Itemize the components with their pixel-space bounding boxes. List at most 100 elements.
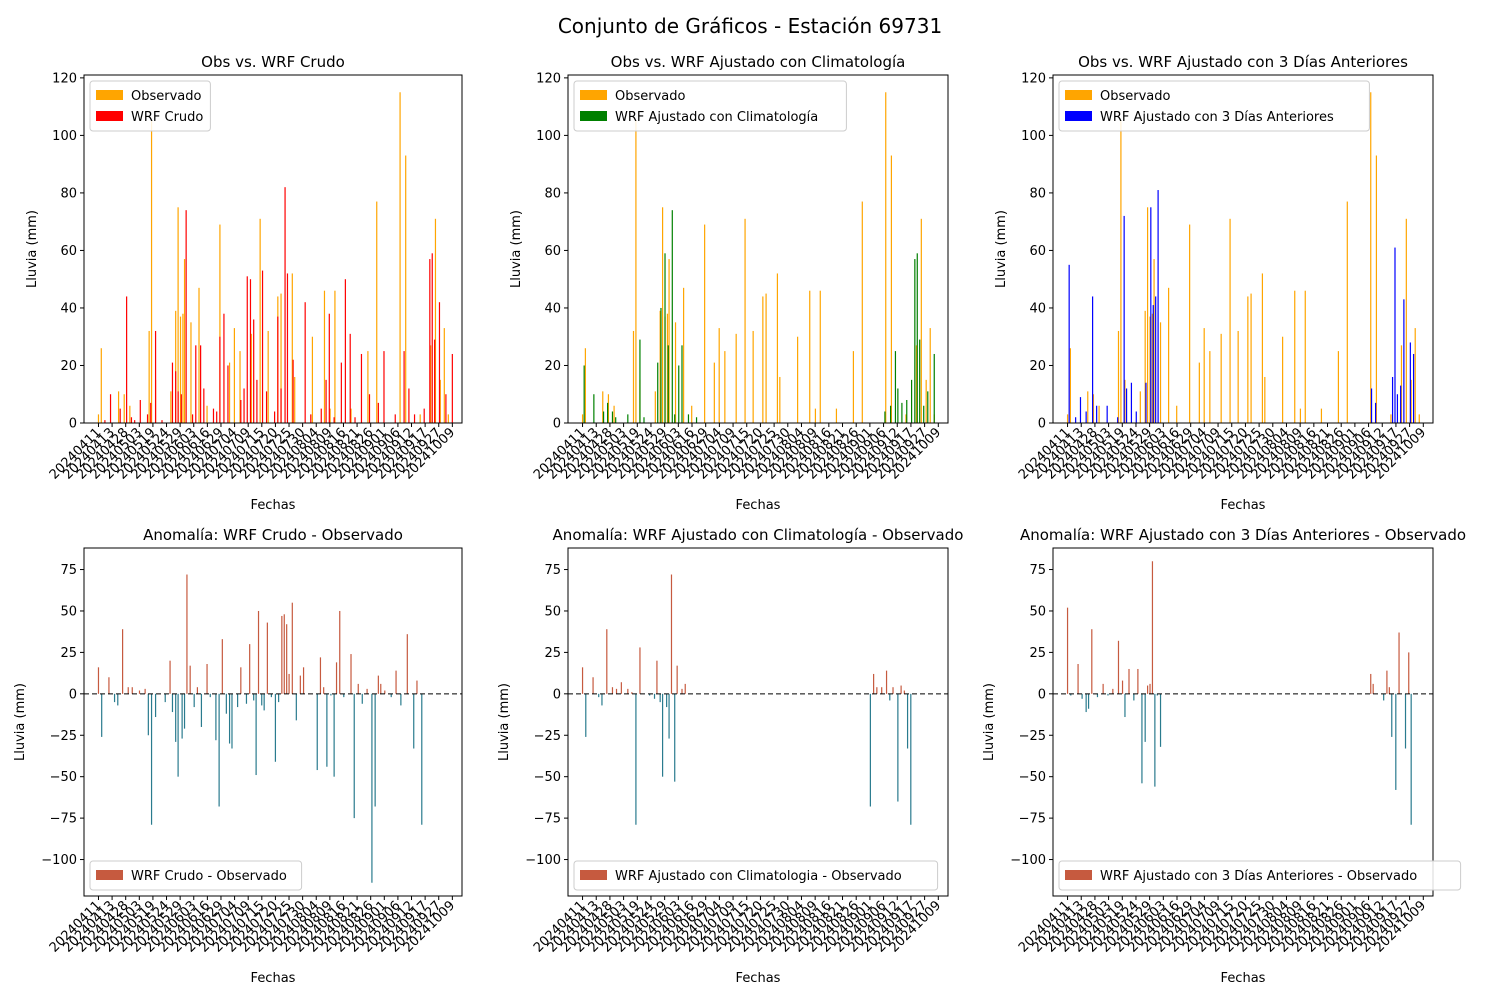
bar	[250, 333, 252, 423]
bar	[439, 379, 441, 423]
bar	[443, 328, 445, 423]
bar	[583, 365, 585, 423]
bar	[161, 420, 163, 423]
bar	[144, 688, 146, 694]
bar	[302, 667, 305, 694]
bar	[1176, 405, 1178, 423]
bar	[218, 693, 220, 807]
bar	[602, 391, 604, 423]
bar	[1085, 693, 1087, 713]
legend-swatch	[1065, 111, 1092, 121]
y-tick-label: 0	[1038, 687, 1046, 702]
bar	[249, 279, 252, 423]
y-tick-label: −100	[1010, 853, 1046, 868]
bar	[150, 121, 153, 423]
bar	[326, 693, 328, 767]
bar	[1092, 296, 1094, 423]
bar	[681, 688, 683, 694]
bar	[1220, 333, 1222, 423]
bar	[1400, 345, 1403, 423]
bar	[413, 693, 415, 749]
y-tick-label: 75	[1029, 563, 1046, 578]
bar	[916, 253, 918, 423]
bar	[1081, 693, 1083, 699]
bar	[884, 411, 886, 423]
bar	[1117, 417, 1119, 423]
bar	[383, 351, 385, 423]
bar	[654, 391, 656, 423]
y-tick-label: −50	[534, 770, 561, 785]
bar	[1117, 640, 1120, 694]
bar	[901, 402, 903, 423]
bar	[138, 690, 141, 694]
legend-entry: WRF Ajustado con 3 Días Anteriores - Obs…	[1100, 869, 1417, 884]
legend-swatch	[96, 90, 123, 100]
bar	[620, 682, 622, 694]
bar	[206, 405, 208, 423]
bar	[225, 693, 227, 714]
bar	[670, 574, 673, 694]
bar	[175, 310, 177, 423]
bar	[906, 693, 909, 749]
bar	[343, 693, 345, 698]
bar	[885, 92, 887, 423]
bar	[661, 207, 664, 423]
bar	[660, 307, 662, 423]
bar	[1412, 353, 1415, 423]
bar	[1098, 405, 1100, 423]
bar	[1144, 310, 1146, 423]
bar	[1070, 693, 1072, 696]
bar	[914, 259, 916, 423]
bar	[416, 680, 418, 694]
bar	[704, 224, 706, 423]
y-tick-label: 40	[60, 301, 77, 316]
bar	[360, 353, 363, 423]
bar	[752, 330, 754, 423]
bar	[429, 259, 431, 423]
bar	[384, 690, 386, 694]
bar	[180, 394, 182, 423]
bar	[274, 411, 276, 423]
bar	[200, 345, 202, 423]
bar	[1133, 693, 1135, 701]
y-tick-label: 100	[52, 129, 77, 144]
chart-panel-1: Obs vs. WRF Crudo02040608010012020240411…	[25, 53, 463, 513]
bar	[1299, 408, 1302, 423]
bar	[1107, 693, 1109, 696]
bar	[150, 693, 153, 825]
bar	[876, 687, 878, 694]
bar	[237, 693, 239, 708]
bar	[674, 414, 676, 423]
bar	[349, 333, 351, 423]
bar	[1383, 693, 1385, 701]
y-tick-label: 0	[553, 417, 561, 432]
x-axis-label: Fechas	[736, 971, 781, 986]
bar	[266, 622, 268, 694]
bar	[310, 414, 312, 423]
plot-frame	[1052, 74, 1434, 424]
bar	[1151, 313, 1154, 423]
bar	[1156, 693, 1158, 696]
bar	[713, 362, 715, 423]
bar	[97, 414, 100, 423]
bar	[718, 328, 720, 423]
bar	[1264, 376, 1266, 423]
bar	[659, 310, 661, 423]
bar	[776, 273, 779, 423]
y-tick-label: −75	[1019, 812, 1046, 827]
bar	[408, 388, 410, 423]
bar	[915, 345, 918, 423]
bar	[216, 411, 218, 423]
bar	[366, 688, 368, 694]
y-tick-label: 75	[544, 563, 561, 578]
chart-title: Obs vs. WRF Ajustado con 3 Días Anterior…	[1078, 53, 1408, 71]
bar	[403, 351, 405, 423]
bar	[1391, 376, 1394, 423]
bar	[129, 405, 131, 423]
bar	[100, 348, 102, 423]
bar	[1102, 683, 1104, 694]
bar	[288, 673, 290, 694]
bar	[221, 639, 223, 694]
legend-entry: WRF Ajustado con Climatología	[615, 110, 818, 125]
bar	[154, 693, 157, 718]
